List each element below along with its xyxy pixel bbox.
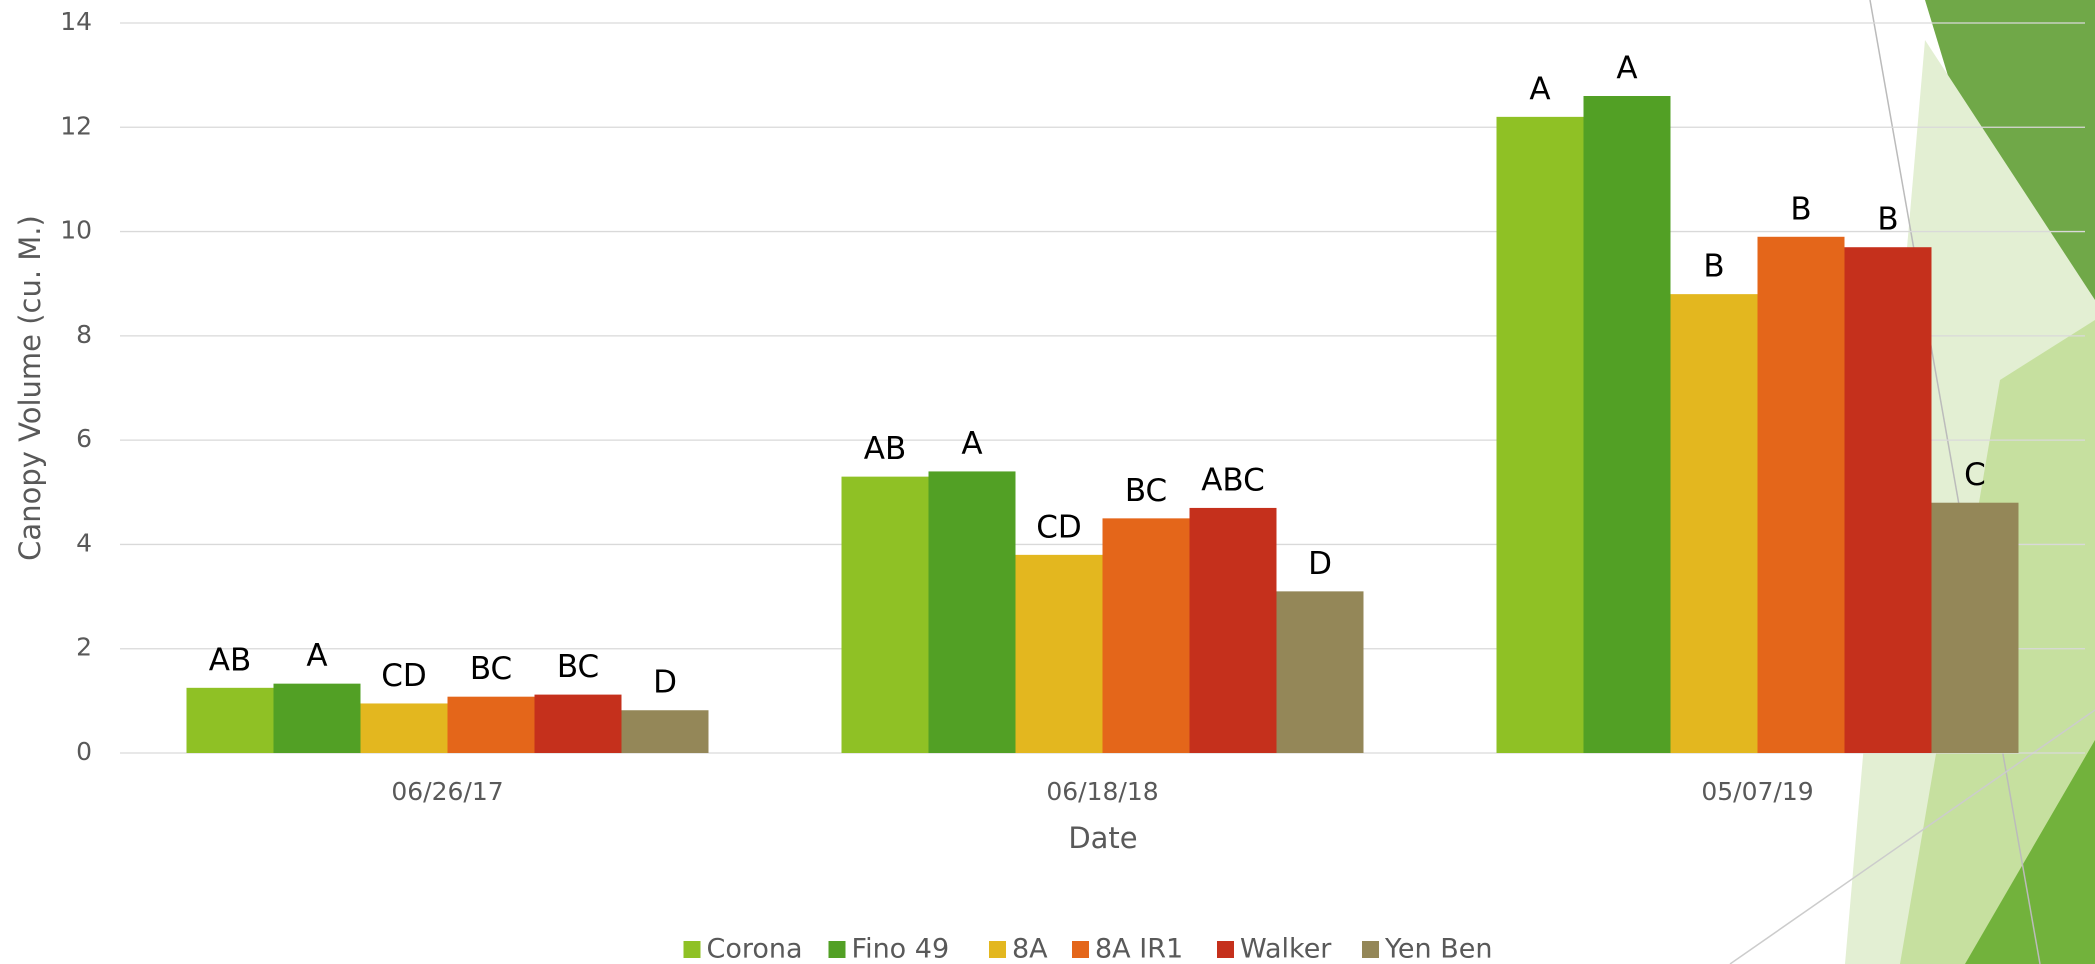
bar — [929, 471, 1016, 753]
x-tick-label: 06/26/17 — [391, 777, 503, 806]
significance-letter: CD — [1036, 509, 1082, 545]
y-tick-label: 10 — [60, 216, 92, 245]
y-tick-label: 2 — [76, 633, 92, 662]
significance-letter: A — [306, 638, 327, 674]
chart: Canopy Volume (cu. M.) Date 0 2 4 6 8 10 12 14 0… — [0, 0, 2095, 964]
legend-swatch — [1362, 941, 1379, 958]
bar — [1758, 237, 1845, 753]
bar — [361, 703, 448, 753]
y-tick-label: 14 — [60, 7, 92, 36]
legend-swatch — [684, 941, 701, 958]
bar — [1103, 518, 1190, 753]
x-tick-label: 06/18/18 — [1046, 777, 1158, 806]
significance-letter: ABC — [1201, 462, 1265, 498]
legend-label: Fino 49 — [852, 934, 950, 964]
y-tick-label: 6 — [76, 424, 92, 453]
legend-swatch — [829, 941, 846, 958]
significance-letter: CD — [381, 658, 427, 694]
significance-letter: B — [1877, 202, 1898, 238]
bar — [1932, 503, 2019, 753]
bar — [1584, 96, 1671, 753]
significance-letter: B — [1703, 249, 1724, 285]
significance-letter: A — [961, 426, 982, 462]
significance-letter: B — [1790, 191, 1811, 227]
x-axis-title: Date — [1068, 821, 1137, 855]
significance-letter: AB — [209, 642, 251, 678]
legend-label: Walker — [1240, 934, 1332, 964]
bar — [187, 688, 274, 753]
bar — [1845, 247, 1932, 753]
y-tick-label: 8 — [76, 320, 92, 349]
legend-label: 8A — [1012, 934, 1048, 964]
significance-letter: BC — [1125, 473, 1167, 509]
bar — [1277, 591, 1364, 753]
bar — [274, 684, 361, 753]
y-axis-title: Canopy Volume (cu. M.) — [13, 215, 47, 561]
bar — [1671, 294, 1758, 753]
bar — [842, 477, 929, 753]
bar — [448, 697, 535, 753]
significance-letter: C — [1964, 457, 1986, 493]
legend-label: Corona — [707, 934, 803, 964]
y-tick-label: 4 — [76, 528, 92, 557]
significance-letter: D — [653, 665, 677, 701]
significance-letter: AB — [864, 431, 906, 467]
bar — [535, 695, 622, 753]
bar — [622, 710, 709, 753]
bar — [1016, 555, 1103, 753]
legend-label: Yen Ben — [1384, 934, 1492, 964]
bar — [1497, 117, 1584, 753]
bar — [1190, 508, 1277, 753]
x-tick-label: 05/07/19 — [1701, 777, 1813, 806]
y-tick-label: 0 — [76, 737, 92, 766]
legend-swatch — [1217, 941, 1234, 958]
significance-letter: D — [1308, 546, 1332, 582]
significance-letter: BC — [557, 649, 599, 685]
legend-swatch — [1072, 941, 1089, 958]
significance-letter: BC — [470, 651, 512, 687]
y-tick-label: 12 — [60, 111, 92, 140]
legend-swatch — [989, 941, 1006, 958]
legend-label: 8A IR1 — [1095, 934, 1183, 964]
significance-letter: A — [1616, 51, 1637, 87]
significance-letter: A — [1529, 71, 1550, 107]
